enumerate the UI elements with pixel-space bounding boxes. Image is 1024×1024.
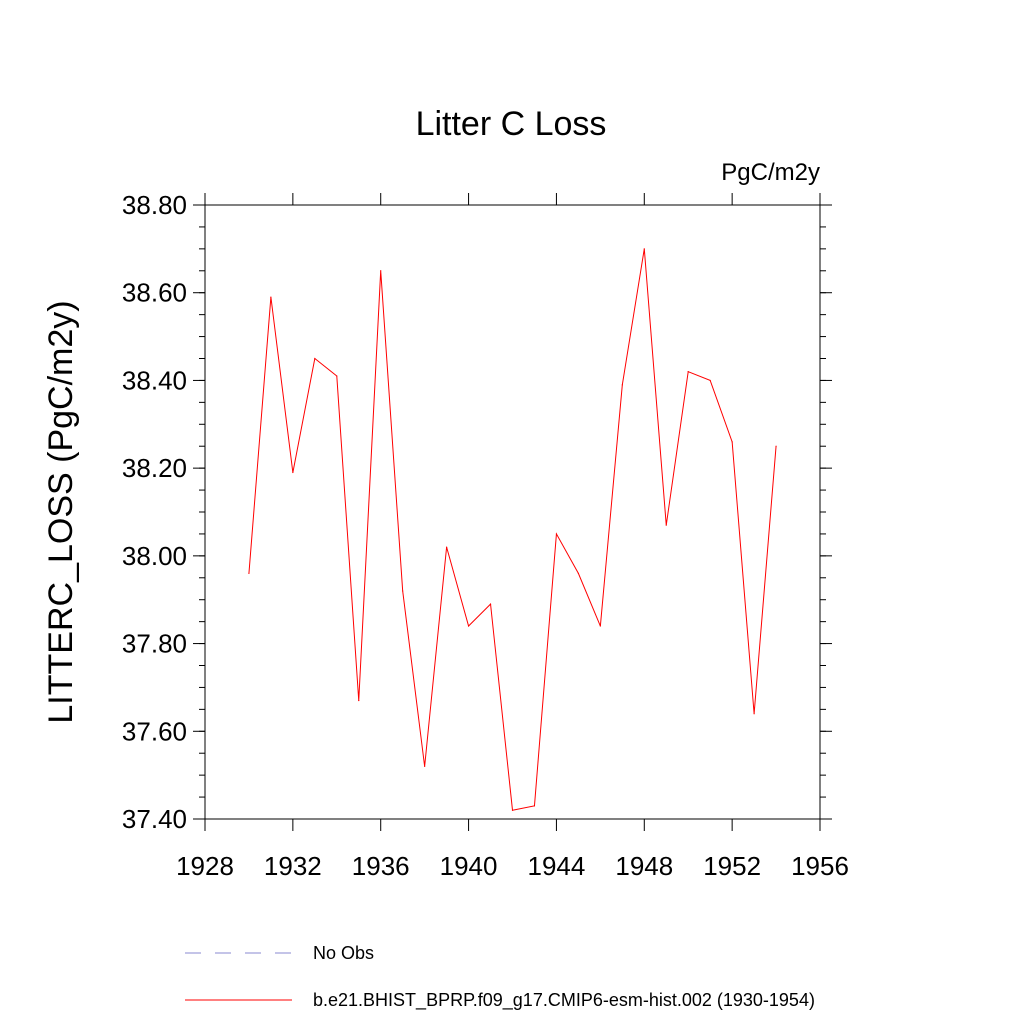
data-point: [731, 441, 733, 443]
y-axis-label: LITTERC_LOSS (PgC/m2y): [42, 300, 80, 723]
y-tick-label: 37.60: [122, 716, 187, 746]
x-tick-label: 1928: [176, 851, 234, 881]
x-tick-label: 1944: [528, 851, 586, 881]
x-tick-label: 1948: [615, 851, 673, 881]
data-point: [248, 572, 250, 575]
data-point: [599, 625, 601, 627]
data-point: [665, 524, 667, 526]
legend-label-model: b.e21.BHIST_BPRP.f09_g17.CMIP6-esm-hist.…: [313, 990, 815, 1011]
data-point: [687, 371, 689, 373]
data-point: [402, 590, 404, 592]
units-label: PgC/m2y: [721, 159, 820, 186]
x-tick-labels: 1928 1932 1936 1940 1944 1948 1952 1956: [176, 851, 849, 881]
data-point: [336, 375, 338, 377]
x-tick-label: 1932: [264, 851, 322, 881]
data-point: [270, 296, 272, 298]
x-tick-label: 1940: [440, 851, 498, 881]
data-point: [577, 572, 579, 575]
data-point: [424, 765, 426, 767]
y-tick-label: 38.60: [122, 278, 187, 308]
data-point: [467, 625, 470, 627]
data-point: [533, 805, 536, 807]
chart-title: Litter C Loss: [416, 105, 607, 143]
axis-ticks: [193, 193, 832, 831]
y-tick-label: 37.40: [122, 804, 187, 834]
data-point: [292, 471, 294, 474]
data-point: [643, 248, 645, 250]
data-point: [314, 357, 316, 360]
data-point: [489, 603, 492, 605]
y-tick-label: 38.20: [122, 453, 187, 483]
x-tick-label: 1936: [352, 851, 410, 881]
series-line-0: [248, 248, 777, 811]
y-tick-labels: 37.40 37.60 37.80 38.00 38.20 38.40 38.60 38.80: [122, 190, 187, 834]
data-point: [555, 533, 558, 535]
y-tick-label: 37.80: [122, 629, 187, 659]
x-tick-label: 1952: [703, 851, 761, 881]
data-point: [511, 809, 514, 811]
y-tick-label: 38.00: [122, 541, 187, 571]
data-point: [358, 699, 360, 702]
plot-frame: [204, 204, 821, 820]
data-point: [621, 384, 623, 386]
data-point: [446, 546, 448, 548]
legend-label-no-obs: No Obs: [313, 943, 374, 963]
data-point: [380, 270, 382, 272]
y-tick-label: 38.40: [122, 365, 187, 395]
x-tick-label: 1956: [791, 851, 849, 881]
data-point: [709, 379, 711, 382]
legend: No Obs b.e21.BHIST_BPRP.f09_g17.CMIP6-es…: [185, 943, 815, 1011]
series-layer: [248, 248, 777, 811]
data-point: [775, 445, 777, 447]
data-point: [753, 713, 755, 715]
y-tick-label: 38.80: [122, 190, 187, 220]
